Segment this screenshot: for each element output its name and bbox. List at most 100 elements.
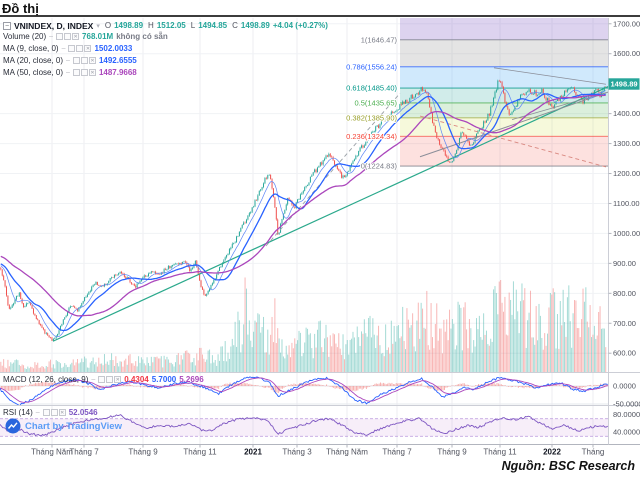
svg-text:-50.0000: -50.0000 bbox=[613, 400, 640, 409]
indicator-arrow-icon: – bbox=[91, 376, 96, 383]
indicator-close-button[interactable]: ✕ bbox=[58, 409, 66, 416]
indicator-settings-button[interactable] bbox=[64, 33, 72, 40]
indicator-settings-button[interactable] bbox=[76, 45, 84, 52]
indicator-value: 1487.9668 bbox=[98, 68, 137, 77]
open-value: 1498.89 bbox=[114, 21, 144, 30]
indicator-value: 5.2696 bbox=[179, 375, 204, 384]
svg-text:40.0000: 40.0000 bbox=[613, 427, 640, 436]
svg-text:0.0000: 0.0000 bbox=[613, 382, 636, 391]
indicator-settings-button[interactable] bbox=[80, 57, 88, 64]
indicator-arrow-icon: – bbox=[66, 69, 70, 76]
svg-text:Tháng 3: Tháng 3 bbox=[282, 448, 312, 457]
indicator-settings-button[interactable] bbox=[50, 409, 58, 416]
indicator-arrow-icon: – bbox=[49, 33, 54, 40]
svg-text:1300.00: 1300.00 bbox=[613, 139, 640, 148]
indicator-row-ma20: MA (20, close, 0) – ✕ 1492.6555 bbox=[3, 55, 137, 66]
svg-text:1400.00: 1400.00 bbox=[613, 109, 640, 118]
volume-bars bbox=[0, 277, 607, 372]
indicator-row-ma50: MA (50, close, 0) – ✕ 1487.9668 bbox=[3, 67, 137, 78]
indicator-hide-button[interactable] bbox=[42, 409, 50, 416]
svg-text:Tháng Năm: Tháng Năm bbox=[31, 448, 73, 457]
indicator-close-button[interactable]: ✕ bbox=[84, 45, 92, 52]
svg-text:0(1224.83): 0(1224.83) bbox=[361, 162, 398, 171]
change-value: +4.04 (+0.27%) bbox=[272, 21, 328, 30]
close-label: C bbox=[232, 21, 238, 30]
indicator-value: 1502.0033 bbox=[94, 44, 133, 53]
svg-text:80.0000: 80.0000 bbox=[613, 410, 640, 419]
indicator-close-button[interactable]: ✕ bbox=[88, 69, 96, 76]
indicator-arrow-icon: – bbox=[35, 409, 40, 416]
svg-text:0.236(1324.34): 0.236(1324.34) bbox=[346, 132, 397, 141]
rsi-pane bbox=[0, 414, 609, 437]
svg-text:Tháng: Tháng bbox=[582, 448, 605, 457]
price-axis[interactable]: 1700.00 1600.00 1400.00 1300.00 1200.00 1100.… bbox=[608, 19, 640, 436]
svg-text:Tháng Năm: Tháng Năm bbox=[326, 448, 368, 457]
indicator-hide-button[interactable] bbox=[56, 33, 64, 40]
indicator-hide-button[interactable] bbox=[98, 376, 106, 383]
svg-text:1600.00: 1600.00 bbox=[613, 49, 640, 58]
indicator-label-volume: Volume (20) bbox=[3, 32, 47, 41]
indicator-arrow-icon: – bbox=[61, 45, 66, 52]
collapse-icon[interactable]: − bbox=[3, 21, 11, 30]
close-value: 1498.89 bbox=[240, 21, 270, 30]
svg-text:1000.00: 1000.00 bbox=[613, 229, 640, 238]
indicator-close-button[interactable]: ✕ bbox=[72, 33, 80, 40]
svg-text:0.5(1435.65): 0.5(1435.65) bbox=[354, 98, 397, 107]
high-label: H bbox=[148, 21, 154, 30]
last-price-label: 1498.89 bbox=[608, 78, 640, 90]
svg-text:1498.89: 1498.89 bbox=[610, 80, 637, 89]
tradingview-attribution[interactable]: Chart by TradingView bbox=[5, 418, 122, 434]
indicator-value: 1492.6555 bbox=[98, 56, 137, 65]
low-value: 1494.85 bbox=[198, 21, 228, 30]
macd-pane bbox=[0, 376, 608, 405]
indicator-settings-button[interactable] bbox=[106, 376, 114, 383]
page-header: Đồ thị bbox=[0, 0, 640, 17]
symbol-row: − VNINDEX, D, INDEX ▾ O 1498.89 H 1512.05 … bbox=[3, 20, 328, 31]
indicator-hide-button[interactable] bbox=[68, 45, 76, 52]
indicator-row-macd: MACD (12, 26, close, 9) – ✕ 0.4304 5.7000 5.2… bbox=[3, 374, 204, 385]
svg-text:Tháng 11: Tháng 11 bbox=[183, 448, 217, 457]
tradingview-logo-icon bbox=[5, 418, 21, 434]
indicator-close-button[interactable]: ✕ bbox=[88, 57, 96, 64]
trend-lines bbox=[52, 67, 608, 342]
indicator-arrow-icon: – bbox=[66, 57, 70, 64]
indicator-label-ma20: MA (20, close, 0) bbox=[3, 56, 64, 65]
indicator-value: 0.4304 bbox=[124, 375, 149, 384]
indicator-row-volume: Volume (20) – ✕ 768.01M không có sẵn bbox=[3, 31, 168, 42]
indicator-settings-button[interactable] bbox=[80, 69, 88, 76]
svg-text:Tháng 11: Tháng 11 bbox=[483, 448, 517, 457]
indicator-label-ma50: MA (50, close, 0) bbox=[3, 68, 64, 77]
indicator-hide-button[interactable] bbox=[72, 57, 80, 64]
symbol-title[interactable]: VNINDEX, D, INDEX bbox=[14, 20, 94, 31]
high-value: 1512.05 bbox=[156, 21, 186, 30]
indicator-row-ma9: MA (9, close, 0) – ✕ 1502.0033 bbox=[3, 43, 132, 54]
chart-canvas[interactable]: 1(1646.47) 0.786(1556.24) 0.618(1485.40) 0.… bbox=[0, 18, 640, 460]
indicator-row-rsi: RSI (14) – ✕ 52.0546 bbox=[3, 407, 98, 418]
tradingview-attribution-label: Chart by TradingView bbox=[25, 420, 122, 432]
svg-text:Tháng 9: Tháng 9 bbox=[128, 448, 158, 457]
fibonacci-labels: 1(1646.47) 0.786(1556.24) 0.618(1485.40) 0.… bbox=[345, 34, 398, 171]
indicator-value: không có sẵn bbox=[116, 32, 168, 41]
svg-text:Tháng 9: Tháng 9 bbox=[437, 448, 467, 457]
svg-text:Tháng 7: Tháng 7 bbox=[69, 448, 99, 457]
moving-averages bbox=[0, 89, 606, 338]
svg-text:Tháng 7: Tháng 7 bbox=[382, 448, 412, 457]
indicator-value: 5.7000 bbox=[151, 375, 177, 384]
candlesticks bbox=[0, 79, 607, 342]
indicator-label-ma9: MA (9, close, 0) bbox=[3, 44, 59, 53]
indicator-hide-button[interactable] bbox=[72, 69, 80, 76]
svg-text:1700.00: 1700.00 bbox=[613, 19, 640, 28]
svg-text:900.00: 900.00 bbox=[613, 259, 636, 268]
indicator-label-macd: MACD (12, 26, close, 9) bbox=[3, 375, 89, 384]
symbol-menu-icon[interactable]: ▾ bbox=[96, 22, 100, 30]
source-credit: Nguồn: BSC Research bbox=[501, 459, 635, 473]
indicator-close-button[interactable]: ✕ bbox=[114, 376, 122, 383]
open-label: O bbox=[104, 21, 112, 30]
tradingview-chart[interactable]: 1(1646.47) 0.786(1556.24) 0.618(1485.40) 0.… bbox=[0, 18, 640, 460]
svg-text:700.00: 700.00 bbox=[613, 319, 636, 328]
svg-text:1100.00: 1100.00 bbox=[613, 199, 640, 208]
svg-text:1(1646.47): 1(1646.47) bbox=[361, 35, 398, 44]
svg-text:2021: 2021 bbox=[244, 448, 262, 457]
low-label: L bbox=[190, 21, 196, 30]
